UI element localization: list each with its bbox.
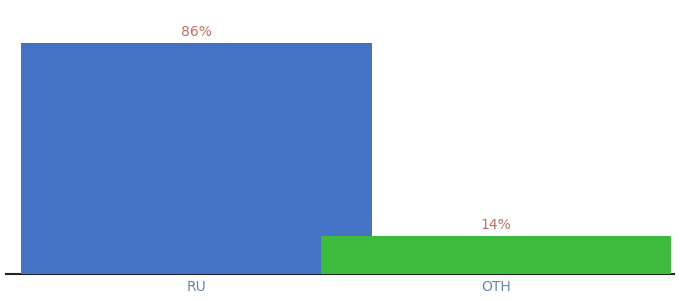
Text: 14%: 14% (481, 218, 511, 232)
Text: 86%: 86% (182, 25, 212, 39)
Bar (321, 236, 671, 274)
Bar (22, 43, 372, 274)
